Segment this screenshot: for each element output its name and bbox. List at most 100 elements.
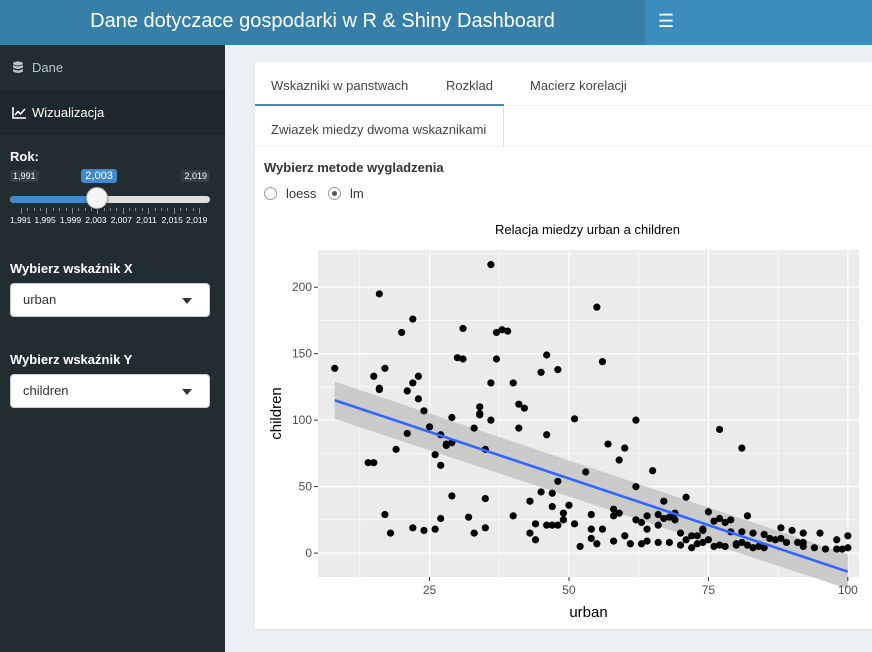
data-point (481, 524, 489, 532)
tab-active-indicator (255, 104, 504, 106)
tab-macierz[interactable]: Macierz korelacji (530, 78, 627, 93)
slider-tick (33, 208, 35, 211)
y-indicator-label: Wybierz wskaźnik Y (10, 352, 133, 367)
year-slider-label: Rok: (10, 149, 39, 164)
data-point (693, 532, 701, 540)
sidebar-item-dane[interactable]: Dane (0, 45, 225, 90)
x-indicator-select[interactable]: urban (10, 283, 210, 317)
sidebar-item-wizualizacja[interactable]: Wizualizacja (0, 90, 225, 135)
data-point (704, 508, 713, 516)
data-point (364, 459, 372, 467)
data-point (392, 445, 400, 453)
slider-track[interactable] (10, 196, 210, 203)
data-point (749, 529, 757, 537)
data-point (531, 536, 540, 544)
data-point (570, 415, 579, 423)
slider-tick (97, 208, 99, 214)
slider-tick (84, 208, 86, 211)
bars-icon[interactable]: ☰ (658, 11, 675, 31)
slider-tick (160, 208, 162, 211)
data-point (643, 525, 651, 533)
data-point (409, 524, 417, 532)
y-axis-label: children (268, 387, 285, 440)
data-point (420, 526, 428, 535)
data-point (671, 516, 679, 524)
data-point (431, 525, 439, 533)
slider-tick (186, 208, 188, 211)
data-point (771, 536, 779, 544)
data-point (476, 403, 484, 411)
data-point (660, 514, 668, 523)
slider-tick (110, 208, 111, 211)
data-point (743, 541, 752, 549)
data-point (609, 505, 618, 513)
data-point (766, 534, 774, 543)
data-point (760, 544, 768, 552)
y-indicator-value: children (23, 383, 69, 398)
year-slider[interactable]: 1,991 2,019 2,003 1,991 1,995 1,999 2,003 2,… (10, 169, 210, 230)
data-point (699, 526, 707, 535)
data-point (464, 513, 473, 521)
scatter-chart: 25 50 75 100 0 50 100 150 200 urban children (268, 250, 859, 621)
radio-circle[interactable] (328, 187, 341, 200)
slider-tick (179, 208, 181, 211)
x-tick-label: 100 (838, 583, 858, 597)
tab-wskazniki[interactable]: Wskazniki w panstwach (271, 78, 409, 93)
data-point (732, 540, 740, 548)
data-point (370, 372, 378, 380)
slider-tick (27, 208, 29, 211)
slider-min-label: 1,991 (10, 170, 39, 182)
data-point (688, 532, 696, 540)
tab-zwiazek-active[interactable]: Zwiazek miedzy dwoma wskaznikami (255, 106, 504, 147)
tab-row: Zwiazek miedzy dwoma wskaznikami (255, 106, 872, 147)
y-indicator-select[interactable]: children (10, 374, 210, 408)
data-point (743, 512, 752, 520)
data-point (431, 451, 439, 459)
data-point (375, 290, 383, 298)
slider-tick (135, 208, 137, 211)
data-point (459, 324, 467, 333)
tab-zwiazek[interactable]: Zwiazek miedzy dwoma wskaznikami (271, 122, 487, 137)
data-point (598, 358, 607, 366)
data-point (632, 416, 640, 424)
data-point (794, 538, 802, 547)
data-point (665, 513, 673, 521)
radio-label: lm (350, 186, 364, 201)
radio-lm[interactable]: lm (328, 186, 364, 201)
data-point (515, 400, 523, 408)
tab-rozklad[interactable]: Rozklad (446, 78, 493, 93)
data-point (676, 541, 685, 549)
slider-grid-label: 2,011 (136, 215, 157, 225)
data-point (543, 351, 551, 359)
data-point (788, 526, 796, 535)
data-point (593, 540, 601, 548)
data-point (777, 524, 785, 532)
data-point (543, 521, 551, 529)
data-point (738, 538, 746, 547)
data-point (381, 510, 389, 519)
radio-loess[interactable]: loess (264, 186, 316, 201)
radio-circle[interactable] (264, 187, 277, 200)
slider-tick (78, 208, 80, 211)
slider-tick (192, 208, 194, 211)
data-point (548, 502, 556, 511)
data-point (442, 440, 450, 448)
data-point (425, 423, 434, 431)
line-chart-icon (12, 106, 28, 120)
data-point (621, 532, 629, 540)
database-icon (12, 61, 28, 75)
y-tick-label: 200 (292, 280, 312, 294)
x-indicator-value: urban (23, 292, 57, 307)
slider-handle[interactable] (86, 187, 109, 209)
slider-tick (59, 208, 61, 211)
slider-tick (129, 208, 131, 211)
data-point (453, 354, 462, 362)
x-axis-label: urban (569, 604, 607, 621)
data-point (559, 516, 568, 524)
smoothing-label: Wybierz metode wygladzenia (264, 160, 444, 175)
data-point (448, 492, 456, 500)
data-point (587, 534, 595, 543)
tab-row: Wskazniki w panstwach Rozklad Macierz ko… (255, 62, 872, 106)
data-point (504, 327, 512, 335)
slider-tick (167, 208, 169, 211)
